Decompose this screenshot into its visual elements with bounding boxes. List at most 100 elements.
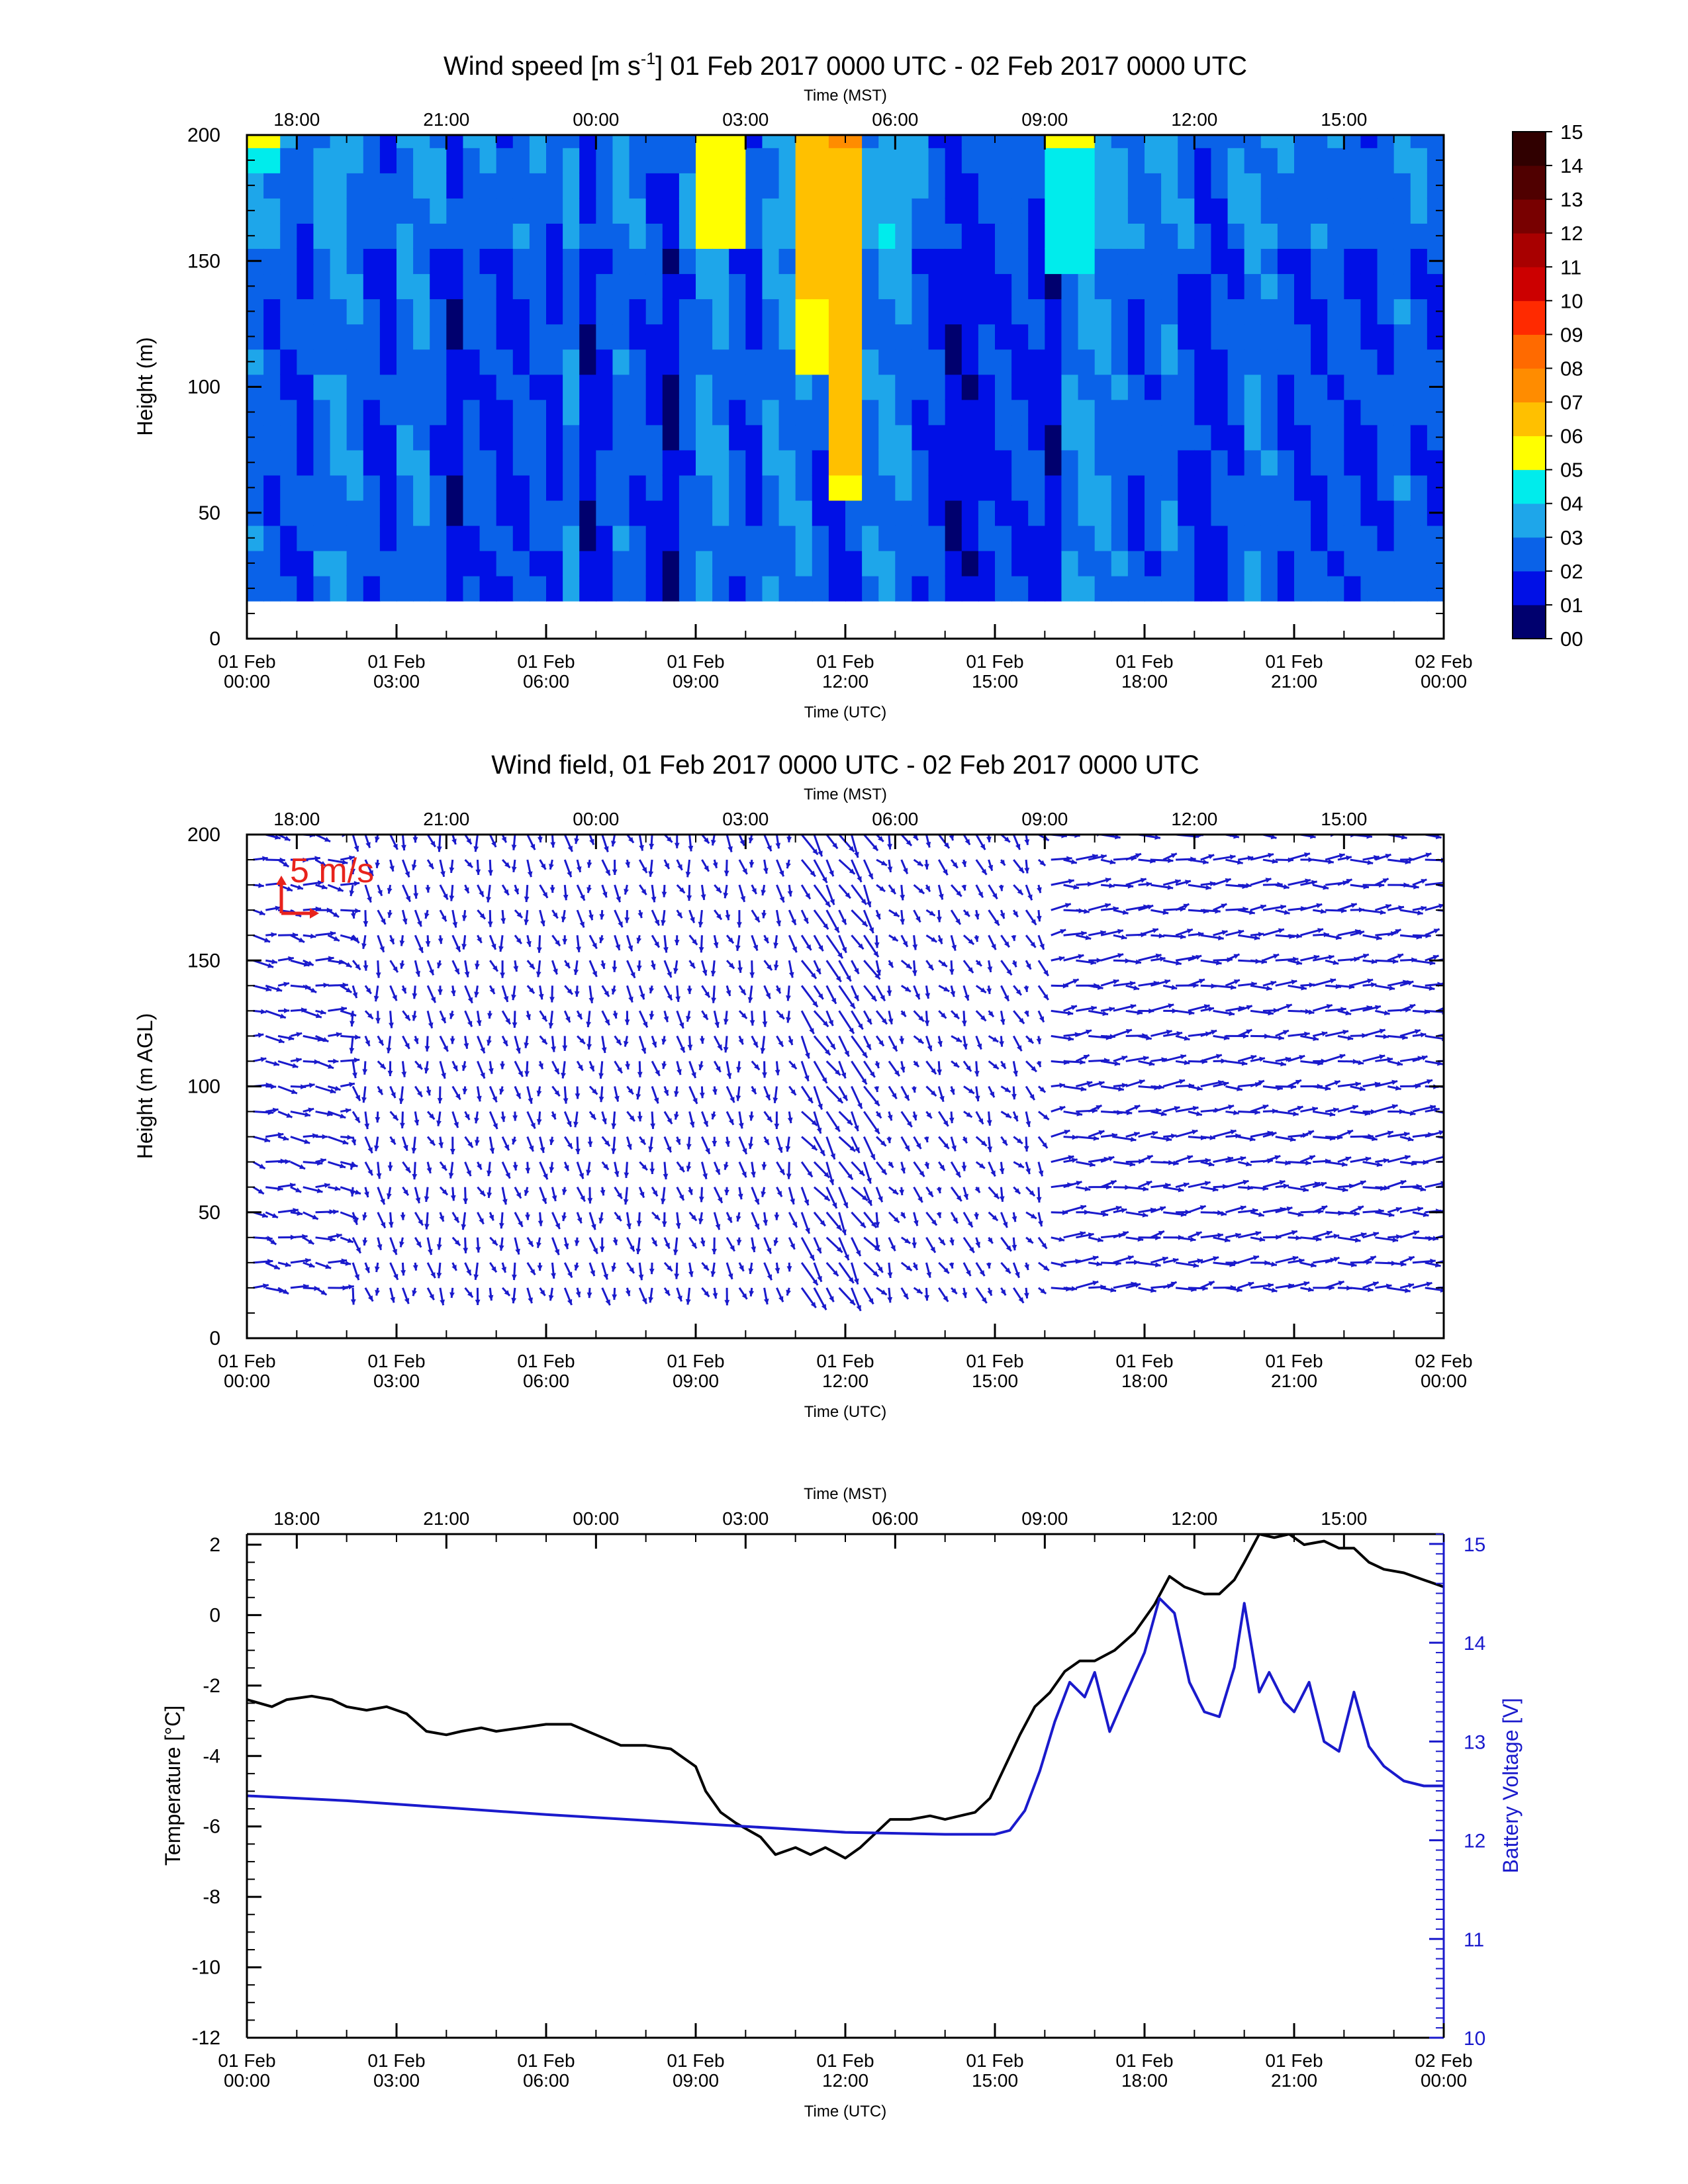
- wind-speed-cell: [579, 273, 597, 300]
- wind-speed-cell: [579, 349, 597, 375]
- wind-vector-head: [580, 1195, 585, 1202]
- wind-vector-head: [347, 1238, 353, 1243]
- wind-vector-head: [846, 975, 851, 981]
- x2-tick-label: 03:00: [722, 109, 769, 130]
- wind-speed-cell: [978, 349, 996, 375]
- wind-speed-cell: [512, 223, 530, 250]
- wind-speed-cell: [1011, 173, 1029, 199]
- wind-vector-head: [1357, 1206, 1364, 1211]
- wind-speed-cell: [397, 449, 414, 476]
- wind-vector-head: [988, 864, 994, 871]
- wind-speed-cell: [1161, 399, 1179, 426]
- wind-speed-cell: [1410, 135, 1428, 148]
- wind-vector-head: [663, 1016, 669, 1023]
- wind-vector-head: [665, 1242, 670, 1249]
- wind-vector-head: [1127, 1255, 1134, 1261]
- wind-speed-cell: [1061, 324, 1079, 350]
- wind-vector-head: [303, 962, 310, 967]
- wind-vector-head: [1205, 885, 1211, 890]
- wind-vector-head: [872, 844, 878, 851]
- wind-speed-cell: [512, 273, 530, 300]
- wind-speed-cell: [397, 298, 414, 325]
- wind-speed-cell: [1011, 248, 1029, 275]
- wind-speed-cell: [662, 424, 680, 451]
- wind-speed-cell: [1410, 550, 1428, 576]
- wind-speed-cell: [812, 223, 829, 250]
- wind-vector-head: [350, 1191, 355, 1197]
- wind-vector-head: [1016, 1138, 1023, 1144]
- wind-vector-head: [786, 862, 791, 869]
- wind-speed-cell: [1061, 298, 1079, 325]
- wind-vector-head: [403, 1144, 408, 1151]
- wind-vector-head: [927, 1191, 933, 1197]
- wind-vector-head: [762, 1072, 767, 1078]
- wind-vector-head: [623, 1199, 629, 1205]
- wind-speed-cell: [1145, 198, 1162, 224]
- wind-vector-head: [1309, 982, 1315, 988]
- wind-speed-cell: [397, 550, 414, 576]
- colorbar-swatch: [1513, 233, 1546, 267]
- wind-vector-head: [829, 899, 835, 905]
- wind-speed-cell: [313, 298, 331, 325]
- wind-speed-cell: [1194, 223, 1212, 250]
- wind-vector-head: [894, 1070, 900, 1076]
- wind-vector-head: [518, 1071, 523, 1077]
- wind-speed-cell: [596, 500, 614, 526]
- wind-speed-cell: [862, 248, 880, 275]
- wind-vector-head: [1285, 1056, 1291, 1062]
- wind-vector-head: [1355, 1081, 1361, 1087]
- wind-speed-cell: [828, 135, 846, 148]
- wind-vector-head: [1081, 931, 1087, 936]
- wind-vector-head: [401, 1071, 407, 1077]
- wind-speed-cell: [878, 449, 896, 476]
- wind-speed-cell: [1194, 475, 1212, 501]
- wind-vector-head: [267, 963, 274, 968]
- wind-speed-cell: [795, 374, 813, 400]
- wind-speed-cell: [679, 399, 696, 426]
- wind-vector-head: [876, 1112, 882, 1118]
- wind-vector-head: [641, 1164, 647, 1170]
- wind-vector-head: [1297, 1105, 1303, 1111]
- wind-speed-cell: [845, 298, 863, 325]
- wind-vector-head: [915, 993, 920, 1000]
- wind-vector-head: [823, 923, 829, 930]
- wind-speed-cell: [346, 475, 364, 501]
- wind-vector-head: [1299, 829, 1305, 833]
- wind-vector-head: [393, 1273, 399, 1280]
- wind-speed-cell: [346, 248, 364, 275]
- wind-vector-head: [642, 1021, 647, 1028]
- wind-speed-cell: [961, 349, 979, 375]
- wind-vector-head: [712, 1293, 718, 1299]
- wind-speed-cell: [995, 148, 1012, 173]
- wind-vector-head: [353, 1218, 358, 1225]
- wind-speed-cell: [379, 324, 397, 350]
- wind-vector-head: [951, 1145, 957, 1152]
- wind-vector-head: [380, 1222, 385, 1228]
- wind-speed-cell: [1244, 148, 1262, 173]
- wind-vector-head: [1208, 854, 1215, 860]
- wind-vector-head: [1011, 1216, 1017, 1222]
- wind-speed-cell: [379, 135, 397, 148]
- wind-vector-head: [764, 1138, 769, 1145]
- wind-vector-head: [328, 1064, 334, 1069]
- wind-vector-head: [692, 1097, 698, 1104]
- wind-speed-cell: [496, 248, 514, 275]
- wind-speed-cell: [1127, 324, 1145, 350]
- wind-vector-head: [602, 1118, 607, 1124]
- wind-vector-head: [612, 1013, 618, 1019]
- wind-vector-head: [1110, 1180, 1117, 1185]
- wind-vector-head: [538, 1220, 543, 1226]
- wind-speed-cell: [961, 550, 979, 576]
- wind-vector-head: [1358, 930, 1364, 936]
- wind-vector-head: [1230, 1129, 1237, 1135]
- wind-speed-cell: [1045, 148, 1062, 173]
- wind-speed-cell: [1011, 374, 1029, 400]
- wind-speed-cell: [1194, 273, 1212, 300]
- wind-vector-head: [841, 946, 847, 953]
- wind-speed-cell: [512, 424, 530, 451]
- wind-vector-head: [650, 1123, 656, 1129]
- wind-speed-cell: [912, 399, 929, 426]
- wind-vector-head: [279, 1013, 286, 1019]
- wind-speed-cell: [1377, 349, 1395, 375]
- wind-vector-head: [400, 844, 406, 851]
